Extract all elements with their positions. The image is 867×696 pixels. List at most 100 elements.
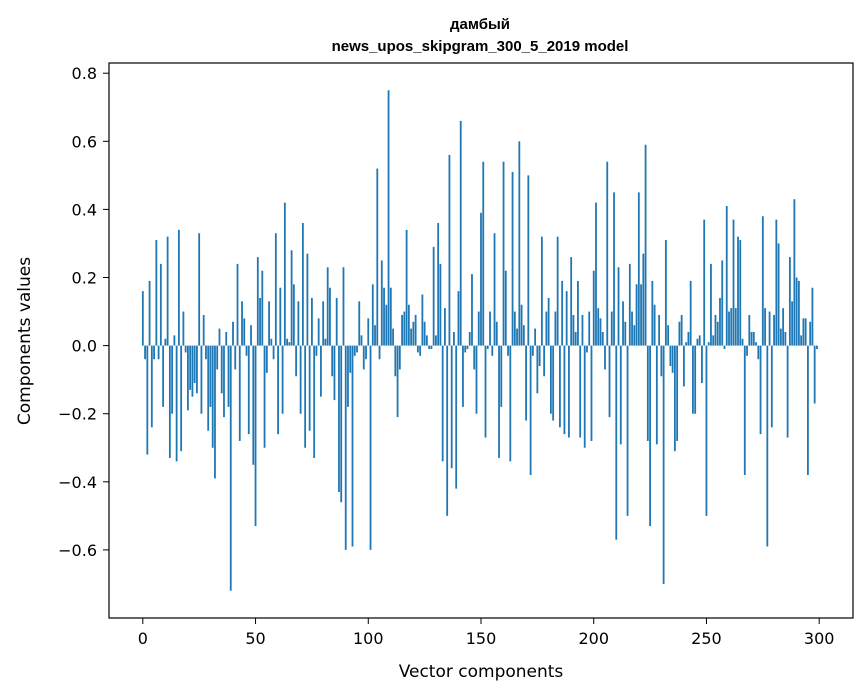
bar-143 — [464, 345, 467, 353]
bar-65 — [288, 342, 291, 346]
bar-286 — [786, 345, 789, 438]
x-axis-ticks: 0 50 100 150 200 250 300 — [138, 618, 834, 648]
bar-99 — [365, 345, 367, 360]
bar-108 — [385, 304, 388, 346]
bar-64 — [286, 338, 289, 346]
bar-49 — [252, 345, 255, 465]
bar-50 — [254, 345, 257, 527]
bar-299 — [816, 345, 818, 350]
bar-172 — [529, 345, 532, 475]
bar-156 — [493, 233, 496, 346]
bar-178 — [543, 345, 546, 377]
bar-203 — [599, 318, 602, 346]
bar-80 — [322, 301, 325, 346]
bar-254 — [714, 314, 717, 346]
bar-204 — [601, 331, 604, 346]
bar-126 — [425, 335, 428, 346]
bar-240 — [683, 345, 685, 387]
bar-21 — [189, 345, 192, 390]
bar-267 — [743, 345, 746, 475]
bar-278 — [768, 311, 771, 346]
chart-title: дамбый — [450, 16, 510, 33]
bar-88 — [340, 345, 343, 503]
bar-87 — [338, 345, 340, 493]
y-tick-label: −0.2 — [58, 405, 97, 424]
bar-236 — [673, 345, 676, 452]
bar-266 — [741, 338, 744, 346]
bar-242 — [687, 331, 690, 346]
bar-139 — [455, 345, 458, 489]
bar-298 — [813, 345, 816, 404]
bar-19 — [184, 345, 187, 353]
bar-272 — [755, 342, 757, 346]
bar-4 — [150, 345, 153, 428]
bar-245 — [694, 345, 697, 414]
bar-107 — [383, 287, 385, 346]
bar-166 — [516, 328, 518, 346]
bar-42 — [236, 263, 239, 346]
bar-181 — [549, 345, 552, 414]
bar-144 — [466, 345, 469, 350]
bar-273 — [757, 345, 760, 360]
bar-14 — [173, 335, 176, 346]
bar-56 — [268, 301, 270, 346]
bar-138 — [453, 331, 455, 346]
bar-180 — [547, 297, 550, 346]
bar-111 — [392, 328, 394, 346]
bar-77 — [315, 345, 318, 356]
bar-26 — [200, 345, 203, 414]
bar-152 — [484, 345, 487, 438]
bar-54 — [263, 345, 266, 448]
bar-33 — [216, 345, 219, 370]
bar-38 — [227, 345, 230, 407]
bar-179 — [545, 311, 548, 346]
bar-151 — [482, 161, 485, 346]
bar-86 — [335, 297, 338, 346]
bar-222 — [642, 253, 645, 346]
bars-group — [141, 90, 818, 591]
bar-219 — [635, 284, 638, 346]
bar-9 — [162, 345, 165, 407]
bar-147 — [473, 345, 476, 370]
bar-0 — [141, 291, 144, 346]
bar-160 — [502, 161, 505, 346]
bar-1 — [144, 345, 146, 360]
bar-279 — [770, 345, 773, 428]
bar-12 — [168, 345, 171, 458]
bar-101 — [369, 345, 372, 550]
bar-57 — [270, 338, 273, 346]
bar-122 — [416, 345, 419, 353]
bar-78 — [317, 318, 320, 346]
bar-130 — [435, 335, 437, 346]
bar-43 — [238, 345, 241, 441]
bar-274 — [759, 345, 762, 435]
bar-36 — [223, 345, 225, 418]
bar-202 — [597, 308, 600, 346]
bar-261 — [730, 308, 733, 346]
bar-94 — [353, 345, 356, 356]
bar-187 — [563, 345, 566, 435]
bar-131 — [437, 223, 440, 346]
bar-142 — [462, 345, 464, 407]
bar-185 — [559, 345, 561, 428]
bar-296 — [809, 321, 812, 346]
bar-238 — [678, 321, 681, 346]
bar-62 — [281, 345, 284, 414]
bar-40 — [232, 321, 234, 346]
bar-45 — [243, 318, 246, 346]
bar-53 — [261, 270, 264, 346]
bar-229 — [658, 314, 661, 346]
bar-268 — [746, 345, 748, 356]
bar-55 — [265, 345, 268, 373]
bar-15 — [175, 345, 178, 462]
bar-72 — [304, 345, 307, 448]
bar-135 — [446, 345, 449, 516]
bar-280 — [773, 314, 775, 346]
bar-6 — [155, 240, 158, 346]
bar-104 — [376, 168, 379, 346]
bar-46 — [245, 345, 248, 356]
bar-221 — [640, 284, 642, 346]
bar-209 — [613, 192, 615, 346]
bar-93 — [351, 345, 354, 547]
bar-213 — [622, 301, 624, 346]
